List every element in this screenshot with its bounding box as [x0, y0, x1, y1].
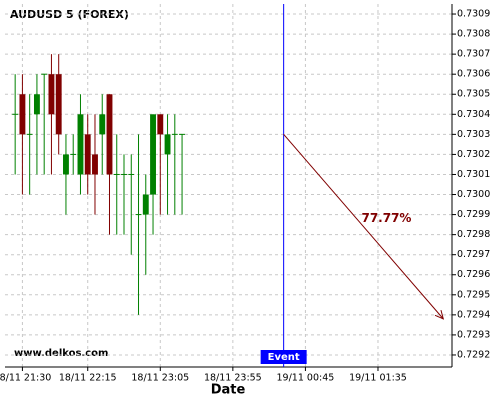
y-tick-label: 0.7294 [457, 309, 490, 320]
y-tick-label: 0.7296 [457, 269, 490, 280]
y-tick-label: 0.7298 [457, 229, 490, 240]
candle-body [171, 133, 178, 135]
candle-body [121, 173, 127, 175]
y-tick-label: 0.7307 [457, 49, 490, 60]
y-tick-label: 0.7297 [457, 249, 490, 260]
forecast-arrow [283, 134, 444, 320]
candle-body [113, 173, 120, 175]
event-label-box [260, 350, 307, 364]
candle-body [84, 134, 91, 175]
candle-body [92, 154, 98, 175]
candle-body [128, 173, 135, 175]
chart-title: AUDUSD 5 (FOREX) [10, 8, 129, 21]
candle-body [142, 194, 149, 215]
watermark: www.delkos.com [14, 348, 108, 359]
y-tick-label: 0.7292 [457, 349, 490, 360]
candle-body [164, 134, 171, 155]
candle-body [150, 114, 156, 195]
y-tick-label: 0.7309 [457, 9, 490, 20]
candle-body [135, 214, 142, 216]
candle-body [41, 73, 48, 75]
x-tick-label: 18/11 23:55 [204, 373, 262, 384]
x-tick-label: 18/11 23:05 [131, 373, 189, 384]
y-tick-label: 0.7300 [457, 189, 490, 200]
y-tick-label: 0.7303 [457, 129, 490, 140]
candle-body [70, 153, 77, 155]
arrow-label: 77.77% [361, 211, 411, 225]
candle-body [48, 74, 55, 115]
y-tick-label: 0.7308 [457, 29, 490, 40]
y-tick-label: 0.7293 [457, 329, 490, 340]
x-tick-label: 19/11 00:45 [277, 373, 335, 384]
x-tick-label: 18/11 22:15 [59, 373, 117, 384]
y-tick-label: 0.7299 [457, 209, 490, 220]
candle-body [106, 94, 113, 175]
candle-body [19, 94, 26, 135]
x-tick-label: 19/11 01:35 [349, 373, 407, 384]
candle-body [26, 133, 33, 135]
candle-body [55, 74, 62, 135]
y-tick-label: 0.7302 [457, 149, 490, 160]
y-tick-label: 0.7304 [457, 109, 490, 120]
x-axis-label: Date [211, 383, 246, 398]
candle-body [12, 113, 19, 115]
y-tick-label: 0.7301 [457, 169, 490, 180]
candle-body [99, 114, 106, 135]
y-tick-label: 0.7295 [457, 289, 490, 300]
y-tick-label: 0.7305 [457, 89, 490, 100]
x-tick-label: 18/11 21:30 [0, 373, 51, 384]
candle-body [179, 133, 185, 135]
candle-body [77, 114, 84, 175]
arrow-head [434, 310, 445, 320]
candle-body [157, 114, 164, 135]
candle-body [63, 154, 69, 175]
y-tick-label: 0.7306 [457, 69, 490, 80]
candle-body [33, 94, 40, 115]
event-label: Event [268, 352, 300, 363]
